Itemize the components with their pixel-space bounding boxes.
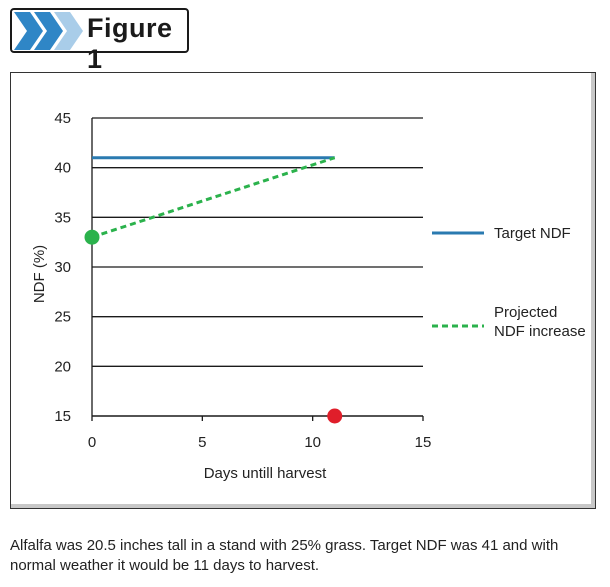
chevron-icon-1 — [14, 12, 43, 50]
y-axis-title: NDF (%) — [31, 245, 48, 303]
x-tick-label: 15 — [415, 434, 432, 451]
chevron-icon-3 — [54, 12, 83, 50]
y-tick-label: 20 — [54, 358, 71, 375]
caption-text: Alfalfa was 20.5 inches tall in a stand … — [10, 537, 559, 574]
y-tick-label: 15 — [54, 408, 71, 425]
y-tick-label: 25 — [54, 309, 71, 326]
legend-label-line: Target NDF — [494, 225, 571, 242]
legend-label-line: Projected — [494, 304, 557, 321]
figure-label: Figure 1 — [87, 13, 173, 74]
legend-label: Target NDF — [494, 225, 571, 242]
x-tick-label: 0 — [88, 434, 96, 451]
series-line-projected-ndf — [91, 156, 336, 239]
y-tick-label: 35 — [54, 209, 71, 226]
legend-label-line: NDF increase — [494, 323, 586, 340]
x-tick-label: 10 — [304, 434, 321, 451]
grid-lines — [92, 117, 423, 367]
figure-banner-graphic — [10, 8, 189, 53]
legend: Target NDF Projected NDF increase — [432, 225, 586, 340]
chart-frame — [10, 72, 596, 509]
series — [91, 156, 336, 239]
chevron-icon-2 — [34, 12, 63, 50]
figure-caption: Alfalfa was 20.5 inches tall in a stand … — [10, 536, 602, 576]
x-axis-title: Days untill harvest — [204, 465, 327, 482]
data-point-marker — [84, 229, 100, 245]
axes: 15 20 25 30 35 40 45 0 5 10 15 — [54, 110, 431, 451]
legend-label: Projected NDF increase — [494, 304, 586, 340]
data-point-marker — [327, 408, 343, 424]
figure-banner: Figure 1 — [10, 8, 190, 74]
y-tick-label: 45 — [54, 110, 71, 127]
y-tick-label: 40 — [54, 160, 71, 177]
markers — [84, 229, 343, 424]
x-tick-label: 5 — [198, 434, 206, 451]
y-tick-label: 30 — [54, 259, 71, 276]
